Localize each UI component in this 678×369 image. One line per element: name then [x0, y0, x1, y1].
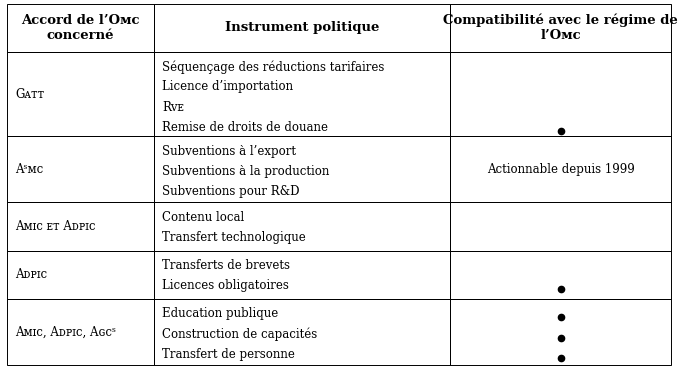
Text: Licence d’importation: Licence d’importation — [163, 80, 294, 93]
Text: Rᴠᴇ: Rᴠᴇ — [163, 101, 184, 114]
Text: Actionnable depuis 1999: Actionnable depuis 1999 — [487, 163, 635, 176]
Text: Education publique: Education publique — [163, 307, 279, 320]
Bar — [450, 52, 671, 136]
Text: Transferts de brevets: Transferts de brevets — [163, 259, 290, 272]
Text: Contenu local: Contenu local — [163, 211, 245, 224]
Bar — [155, 299, 450, 365]
Text: Séquençage des réductions tarifaires: Séquençage des réductions tarifaires — [163, 60, 385, 74]
Text: Subventions à la production: Subventions à la production — [163, 165, 330, 178]
Text: Aˢᴍc: Aˢᴍc — [15, 163, 43, 176]
Bar — [450, 4, 671, 52]
Bar — [450, 299, 671, 365]
Text: Transfert technologique: Transfert technologique — [163, 231, 306, 244]
Text: Transfert de personne: Transfert de personne — [163, 348, 296, 361]
Text: Aᴍɪc, Aᴅᴘɪc, Aɢcˢ: Aᴍɪc, Aᴅᴘɪc, Aɢcˢ — [15, 326, 116, 339]
Text: Aᴅᴘɪc: Aᴅᴘɪc — [15, 268, 47, 282]
Bar — [450, 251, 671, 299]
Text: Instrument politique: Instrument politique — [225, 21, 379, 34]
Text: Construction de capacités: Construction de capacités — [163, 328, 318, 341]
Bar — [7, 4, 155, 52]
Bar — [7, 52, 155, 136]
Text: Compatibilité avec le régime de
l’Oᴍc: Compatibilité avec le régime de l’Oᴍc — [443, 14, 678, 42]
Bar — [450, 136, 671, 203]
Text: Gᴀᴛᴛ: Gᴀᴛᴛ — [15, 87, 44, 101]
Bar — [155, 4, 450, 52]
Text: Licences obligatoires: Licences obligatoires — [163, 279, 290, 292]
Bar — [7, 299, 155, 365]
Text: Subventions pour R&D: Subventions pour R&D — [163, 185, 300, 198]
Bar — [450, 203, 671, 251]
Text: Remise de droits de douane: Remise de droits de douane — [163, 121, 328, 134]
Bar — [155, 52, 450, 136]
Text: Aᴍɪc ᴇᴛ Aᴅᴘɪc: Aᴍɪc ᴇᴛ Aᴅᴘɪc — [15, 220, 96, 233]
Bar — [155, 203, 450, 251]
Bar — [7, 251, 155, 299]
Bar — [7, 203, 155, 251]
Bar — [155, 251, 450, 299]
Text: Accord de l’Oᴍc
concerné: Accord de l’Oᴍc concerné — [21, 14, 140, 42]
Bar — [155, 136, 450, 203]
Text: Subventions à l’export: Subventions à l’export — [163, 145, 296, 158]
Bar — [7, 136, 155, 203]
